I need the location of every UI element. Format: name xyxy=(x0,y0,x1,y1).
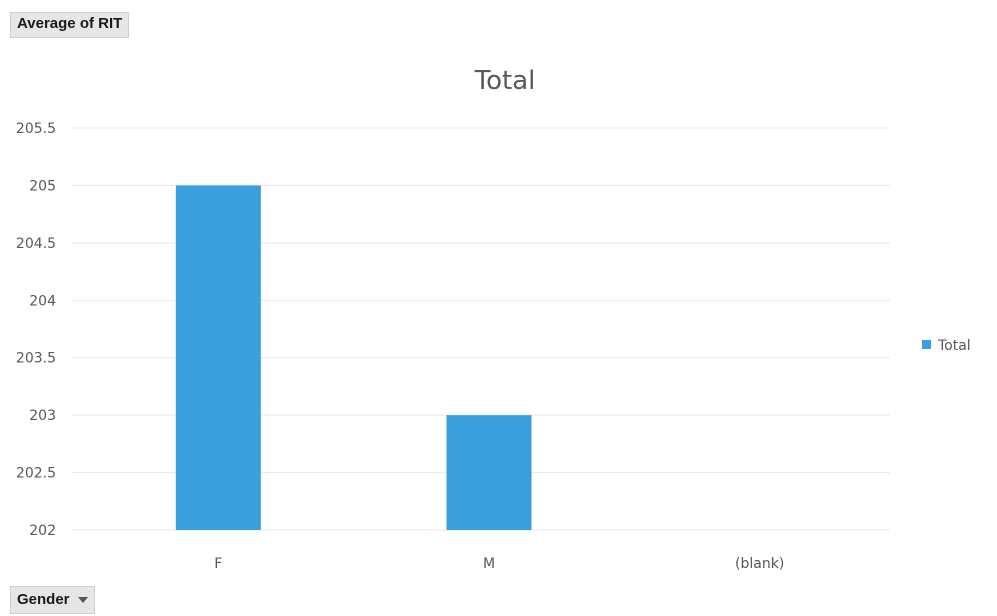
y-tick-label: 205 xyxy=(29,178,56,194)
bar-m[interactable] xyxy=(446,415,532,530)
bar-f[interactable] xyxy=(175,185,261,530)
y-tick-label: 205.5 xyxy=(16,121,56,137)
value-field-label: Average of RIT xyxy=(17,15,123,32)
y-tick-label: 203.5 xyxy=(16,351,56,367)
y-tick-label: 204 xyxy=(29,293,56,309)
bars xyxy=(175,185,532,530)
y-tick-label: 204.5 xyxy=(16,236,56,252)
x-tick-label: F xyxy=(214,556,222,572)
y-tick-label: 203 xyxy=(29,408,56,424)
chart-title: Total xyxy=(474,66,536,96)
axis-field-button[interactable]: Gender xyxy=(10,586,95,614)
value-field-button[interactable]: Average of RIT xyxy=(10,12,130,38)
y-tick-label: 202.5 xyxy=(16,466,56,482)
y-axis-tick-labels: 202 202.5 203 203.5 204 204.5 205 205.5 xyxy=(16,121,56,539)
legend-swatch xyxy=(922,340,931,349)
legend-label: Total xyxy=(937,338,971,354)
x-axis-tick-labels: F M (blank) xyxy=(214,556,784,572)
dropdown-arrow-icon[interactable] xyxy=(77,597,88,603)
x-tick-label: M xyxy=(483,556,495,572)
y-tick-label: 202 xyxy=(29,523,56,539)
x-tick-label: (blank) xyxy=(735,556,784,572)
legend: Total xyxy=(922,338,971,354)
axis-field-label: Gender xyxy=(17,591,70,608)
